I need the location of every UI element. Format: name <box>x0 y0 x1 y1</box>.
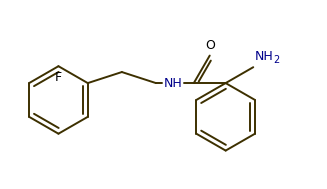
Text: O: O <box>205 39 215 52</box>
Text: NH: NH <box>164 77 183 90</box>
Text: 2: 2 <box>273 55 279 65</box>
Text: F: F <box>55 71 62 84</box>
Text: NH: NH <box>255 50 274 63</box>
